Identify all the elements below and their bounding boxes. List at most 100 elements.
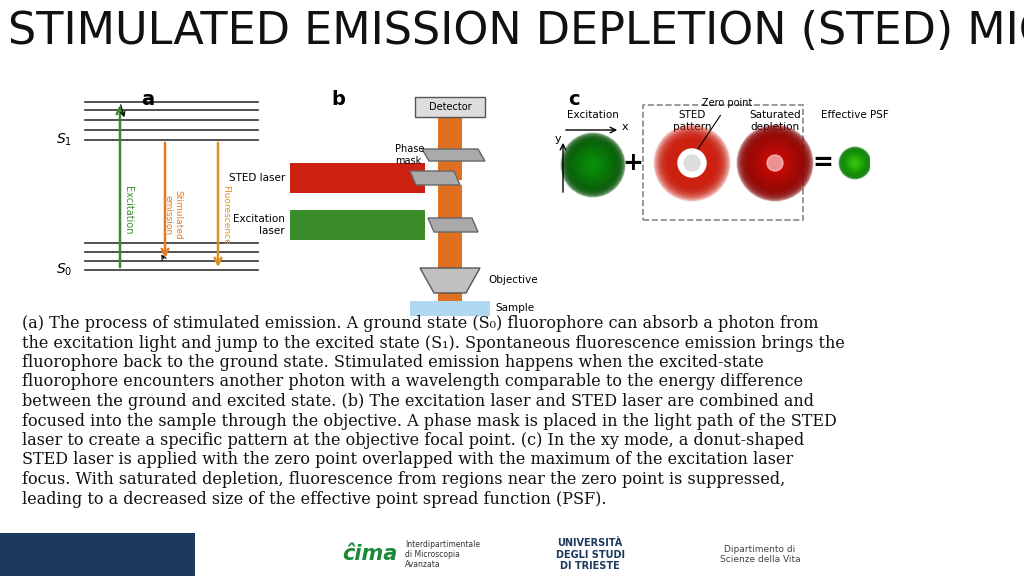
Circle shape xyxy=(744,132,806,194)
Circle shape xyxy=(763,151,787,175)
Circle shape xyxy=(673,143,712,183)
Circle shape xyxy=(753,141,797,185)
Circle shape xyxy=(588,160,598,170)
Circle shape xyxy=(767,155,783,171)
Circle shape xyxy=(762,150,788,176)
Circle shape xyxy=(660,131,724,195)
Circle shape xyxy=(675,146,709,180)
Circle shape xyxy=(570,143,615,187)
Circle shape xyxy=(585,157,601,173)
Circle shape xyxy=(774,162,776,164)
Circle shape xyxy=(849,157,861,169)
Circle shape xyxy=(571,143,614,186)
Text: ĉima: ĉima xyxy=(342,544,397,564)
Circle shape xyxy=(745,133,805,193)
Circle shape xyxy=(852,160,858,166)
Text: $S_1$: $S_1$ xyxy=(56,132,72,148)
Circle shape xyxy=(580,151,607,179)
Circle shape xyxy=(575,148,610,182)
Circle shape xyxy=(567,139,618,191)
Circle shape xyxy=(754,142,796,184)
Circle shape xyxy=(668,139,716,187)
Circle shape xyxy=(562,134,624,196)
Circle shape xyxy=(579,150,607,179)
Circle shape xyxy=(665,135,720,191)
Polygon shape xyxy=(410,171,460,185)
Text: Zero point: Zero point xyxy=(701,98,753,108)
Circle shape xyxy=(738,126,812,200)
Circle shape xyxy=(852,160,858,166)
Circle shape xyxy=(739,127,810,199)
Bar xyxy=(410,301,490,316)
Circle shape xyxy=(568,140,618,190)
Circle shape xyxy=(848,156,862,170)
Circle shape xyxy=(566,138,621,192)
Circle shape xyxy=(737,125,813,201)
Circle shape xyxy=(739,127,811,199)
Circle shape xyxy=(563,136,623,194)
Circle shape xyxy=(845,153,865,173)
Circle shape xyxy=(663,133,722,193)
Circle shape xyxy=(677,148,708,178)
Circle shape xyxy=(662,132,722,194)
Bar xyxy=(0,533,195,576)
Circle shape xyxy=(846,154,864,172)
Bar xyxy=(438,292,462,302)
Circle shape xyxy=(840,148,870,178)
Circle shape xyxy=(567,139,620,191)
Circle shape xyxy=(740,129,809,197)
Text: fluorophore back to the ground state. Stimulated emission happens when the excit: fluorophore back to the ground state. St… xyxy=(22,354,764,371)
Circle shape xyxy=(667,138,718,188)
Circle shape xyxy=(655,126,729,200)
Circle shape xyxy=(564,136,622,194)
Circle shape xyxy=(749,137,801,189)
Bar xyxy=(290,163,425,193)
Circle shape xyxy=(754,142,797,184)
Circle shape xyxy=(663,134,721,192)
Circle shape xyxy=(771,159,779,167)
Circle shape xyxy=(678,149,706,177)
Circle shape xyxy=(773,161,777,165)
Circle shape xyxy=(678,149,707,177)
Circle shape xyxy=(668,138,717,188)
Circle shape xyxy=(758,145,793,181)
Circle shape xyxy=(590,162,596,168)
Circle shape xyxy=(669,139,716,187)
Bar xyxy=(438,230,462,268)
Circle shape xyxy=(684,155,700,171)
Circle shape xyxy=(581,152,606,178)
Circle shape xyxy=(853,161,857,165)
Circle shape xyxy=(842,150,868,176)
Circle shape xyxy=(570,142,615,188)
Circle shape xyxy=(768,156,782,170)
Circle shape xyxy=(670,141,714,185)
Polygon shape xyxy=(422,149,485,161)
Text: Excitation: Excitation xyxy=(123,185,133,234)
Circle shape xyxy=(764,152,785,174)
Circle shape xyxy=(745,134,804,192)
Circle shape xyxy=(851,160,859,166)
Circle shape xyxy=(679,150,706,176)
Circle shape xyxy=(854,162,855,164)
Circle shape xyxy=(674,145,710,181)
Circle shape xyxy=(846,153,864,173)
Circle shape xyxy=(583,155,603,175)
Circle shape xyxy=(664,135,721,191)
Text: c: c xyxy=(568,90,580,109)
Text: y: y xyxy=(555,134,561,144)
Text: fluorophore encounters another photon with a wavelength comparable to the energy: fluorophore encounters another photon wi… xyxy=(22,373,803,391)
Circle shape xyxy=(854,162,856,164)
Text: Stimulated
emission: Stimulated emission xyxy=(163,190,182,240)
Circle shape xyxy=(573,145,612,185)
Circle shape xyxy=(853,161,857,165)
Circle shape xyxy=(771,158,779,168)
Circle shape xyxy=(583,154,604,176)
Circle shape xyxy=(842,149,868,177)
Circle shape xyxy=(670,140,715,186)
Circle shape xyxy=(572,144,613,186)
Circle shape xyxy=(849,157,861,169)
Circle shape xyxy=(582,154,604,176)
Circle shape xyxy=(680,151,705,175)
Circle shape xyxy=(580,151,606,179)
Circle shape xyxy=(767,155,783,171)
